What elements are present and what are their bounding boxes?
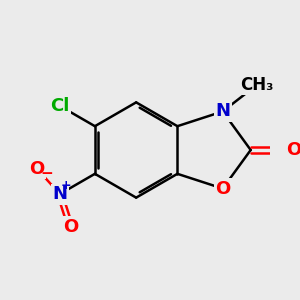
Text: O: O [29, 160, 45, 178]
Text: CH₃: CH₃ [240, 76, 273, 94]
Text: N: N [215, 103, 230, 121]
Text: −: − [40, 166, 53, 181]
Text: Cl: Cl [50, 97, 70, 115]
Text: N: N [52, 185, 67, 203]
Text: O: O [63, 218, 78, 236]
Text: O: O [215, 179, 230, 197]
Text: +: + [60, 179, 71, 192]
Text: O: O [286, 141, 300, 159]
